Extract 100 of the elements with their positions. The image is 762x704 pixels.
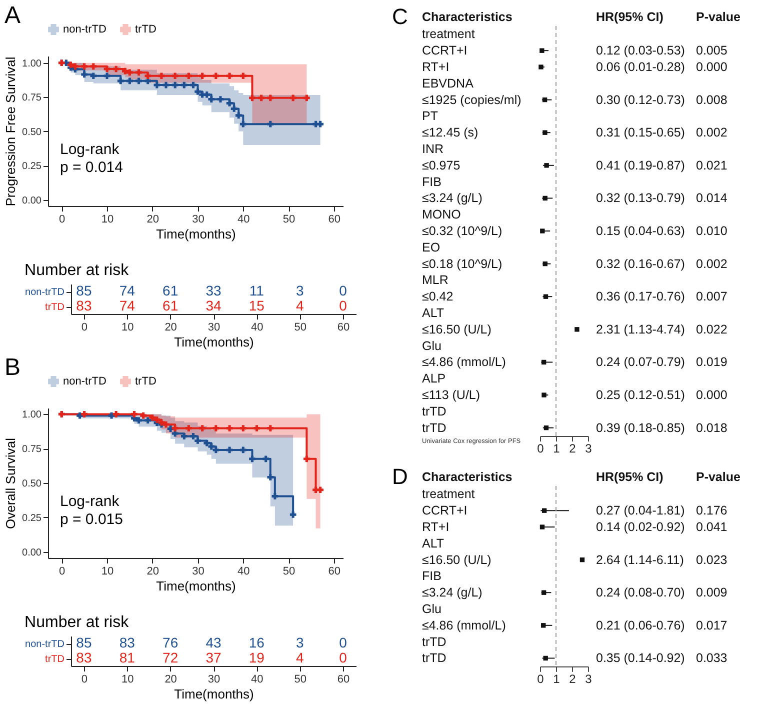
data-label: 0.32 (0.13-0.79): [596, 191, 685, 206]
x-tick-label: 2: [569, 442, 576, 456]
y-tick-label: Glu: [422, 602, 442, 616]
x-tick-label: 50: [282, 566, 296, 578]
y-tick-label: ≤16.50 (U/L): [422, 322, 492, 336]
annotation: p = 0.014: [60, 159, 123, 176]
legend-label: trTD: [135, 376, 156, 388]
y-tick-label: ≤1925 (copies/ml): [422, 92, 522, 107]
y-tick-label: EBVDNA: [422, 76, 474, 90]
data-label: 0.30 (0.12-0.73): [596, 92, 685, 107]
y-tick-label: 0.50: [22, 126, 42, 138]
text: P-value: [696, 10, 741, 24]
x-tick-label: 10: [101, 566, 114, 578]
y-tick-label: MONO: [422, 208, 462, 222]
x-tick-label: 0: [537, 442, 544, 456]
legend-label: trTD: [135, 24, 156, 36]
y-tick-label: 0.25: [22, 512, 42, 524]
data-label: 83: [76, 298, 92, 314]
x-tick-label: 40: [238, 214, 250, 226]
y-axis-title: Overall Survival: [3, 438, 18, 530]
data-label: 0.36 (0.17-0.76): [596, 290, 685, 304]
annotation: Log-rank: [60, 493, 120, 510]
data-label: 61: [162, 298, 178, 314]
data-label: 3: [296, 634, 304, 650]
x-tick-label: 20: [146, 214, 160, 226]
text: 0.007: [696, 290, 728, 304]
data-label: 0.06 (0.01-0.28): [596, 60, 685, 74]
y-tick-label: non-trTD: [25, 639, 64, 650]
text: 0.021: [696, 158, 728, 172]
x-axis-title: Time(months): [174, 686, 254, 702]
y-tick-label: MLR: [422, 273, 448, 288]
y-tick-label: ≤4.86 (mmol/L): [422, 618, 506, 632]
text: 0.017: [696, 618, 728, 632]
y-tick-label: ≤3.24 (g/L): [422, 586, 482, 600]
data-label: 83: [119, 634, 136, 650]
x-tick-label: 40: [238, 566, 250, 578]
data-label: 11: [249, 282, 264, 298]
data-label: 4: [296, 298, 304, 314]
y-tick-label: PT: [422, 109, 438, 124]
chart-title: C: [392, 4, 408, 29]
data-label: 2.64 (1.14-6.11): [596, 552, 684, 567]
y-tick-label: CCRT+I: [422, 44, 468, 58]
data-label: 0.24 (0.07-0.79): [596, 355, 685, 370]
x-tick-label: 20: [164, 674, 177, 686]
data-label: 72: [162, 650, 178, 666]
y-tick-label: 0.00: [22, 195, 42, 206]
y-tick-label: ≤113 (U/L): [422, 388, 480, 402]
x-tick-label: 1: [553, 442, 560, 456]
y-tick-label: ≤16.50 (U/L): [422, 552, 492, 567]
text: P-value: [696, 470, 740, 484]
x-tick-label: 30: [208, 322, 220, 334]
y-tick-label: FIB: [422, 569, 442, 584]
x-tick-label: 40: [251, 322, 264, 334]
x-tick-label: 0: [59, 214, 66, 226]
x-tick-label: 30: [192, 566, 204, 578]
data-label: 0: [339, 282, 348, 298]
x-tick-label: 50: [294, 674, 306, 686]
x-tick-label: 10: [122, 674, 134, 686]
data-label: 0.21 (0.06-0.76): [596, 618, 685, 632]
data-label: 0.24 (0.08-0.70): [596, 586, 685, 600]
y-tick-label: ALT: [422, 306, 444, 320]
x-tick-label: 60: [337, 674, 350, 686]
data-label: 3: [296, 282, 304, 298]
text: 0.009: [696, 586, 728, 600]
x-axis-title: Time(months): [174, 334, 254, 350]
text: 0.033: [696, 651, 728, 666]
data-label: 19: [248, 650, 265, 666]
x-tick-label: 30: [192, 214, 204, 226]
x-tick-label: 0: [81, 674, 88, 686]
y-axis-title: Characteristics: [422, 10, 512, 24]
y-tick-label: trTD: [422, 651, 446, 666]
y-tick-label: CCRT+I: [422, 504, 468, 518]
x-tick-label: 40: [251, 674, 264, 686]
data-label: 43: [206, 634, 222, 650]
chart-title: A: [4, 2, 21, 29]
chart-title: Number at risk: [24, 262, 130, 279]
text: 0.176: [696, 504, 728, 518]
y-tick-label: ≤0.32 (10^9/L): [422, 224, 502, 238]
text: 0.002: [696, 126, 728, 140]
y-tick-label: ≤0.18 (10^9/L): [422, 256, 502, 271]
text: 0.002: [696, 256, 728, 271]
text: 0.014: [696, 191, 728, 206]
data-label: 61: [162, 282, 178, 298]
x-tick-label: 1: [553, 672, 560, 686]
text: HR(95% CI): [596, 470, 664, 484]
data-label: 74: [119, 298, 136, 314]
data-label: 0.39 (0.18-0.85): [596, 420, 685, 435]
x-tick-label: 10: [101, 214, 114, 226]
y-tick-label: ≤4.86 (mmol/L): [422, 355, 506, 370]
x-tick-label: 20: [146, 566, 160, 578]
y-tick-label: non-trTD: [25, 287, 64, 298]
data-label: 0.41 (0.19-0.87): [596, 158, 685, 172]
x-tick-label: 2: [569, 672, 576, 686]
y-tick-label: Glu: [422, 338, 442, 353]
y-tick-label: trTD: [422, 404, 446, 418]
text: 0.005: [696, 44, 728, 58]
y-tick-label: ≤12.45 (s): [422, 126, 478, 140]
data-label: 16: [248, 634, 265, 650]
text: 0.000: [696, 388, 728, 402]
data-label: 0.31 (0.15-0.65): [596, 126, 685, 140]
